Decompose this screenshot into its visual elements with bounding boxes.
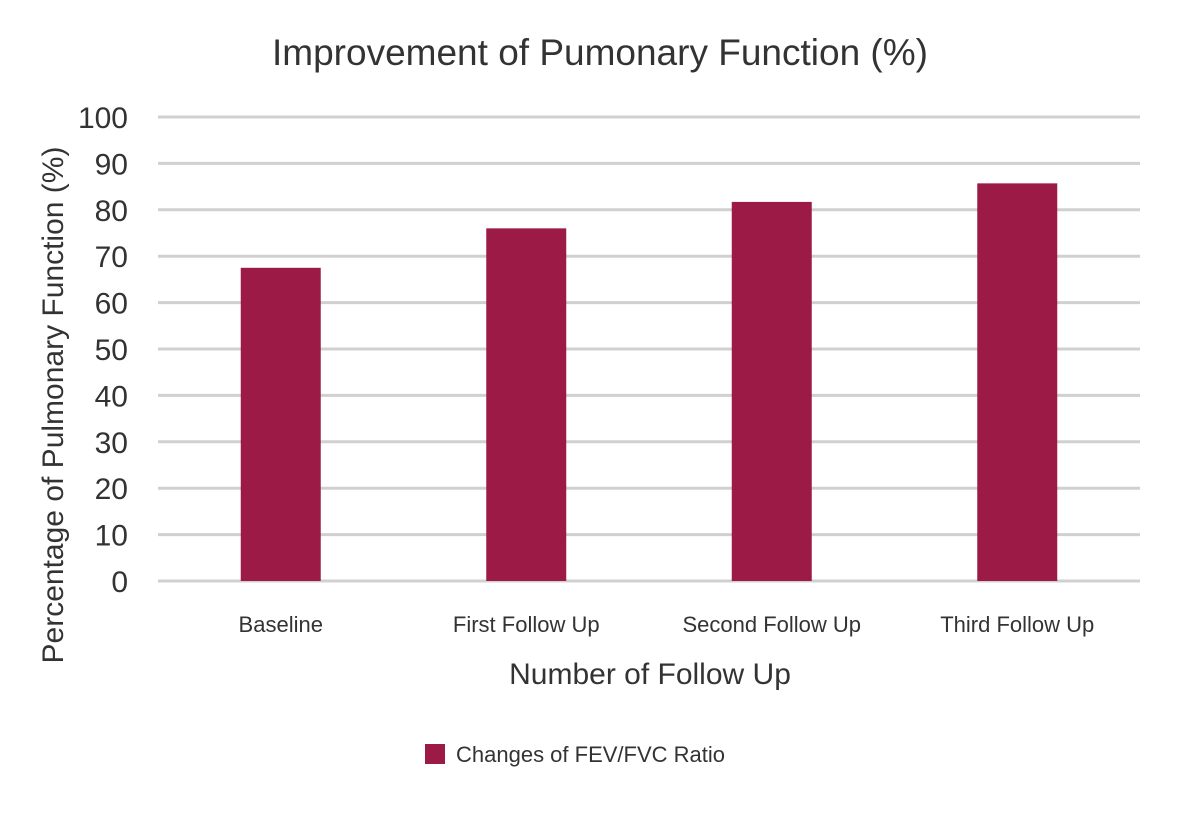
- y-tick-label: 70: [95, 241, 128, 274]
- y-tick-label: 0: [111, 566, 128, 599]
- y-axis-ticks: 0 10 20 30 40 50 60 70 80 90 100: [78, 102, 128, 599]
- bar: [240, 267, 321, 581]
- legend-label: Changes of FEV/FVC Ratio: [456, 742, 725, 767]
- y-tick-label: 50: [95, 334, 128, 367]
- bar: [977, 183, 1058, 582]
- y-tick-label: 20: [95, 473, 128, 506]
- chart-title: Improvement of Pumonary Function (%): [272, 32, 928, 73]
- bar: [731, 201, 812, 582]
- y-tick-label: 40: [95, 380, 128, 413]
- legend-swatch: [425, 744, 445, 764]
- x-axis-label: Number of Follow Up: [509, 658, 791, 691]
- x-axis-ticks: Baseline First Follow Up Second Follow Up T…: [239, 612, 1095, 637]
- x-tick-label: Third Follow Up: [940, 612, 1094, 637]
- y-tick-label: 30: [95, 427, 128, 460]
- x-tick-label: Baseline: [239, 612, 323, 637]
- x-tick-label: Second Follow Up: [682, 612, 861, 637]
- y-tick-label: 90: [95, 148, 128, 181]
- y-tick-label: 60: [95, 288, 128, 321]
- y-axis-label: Percentage of Pulmonary Function (%): [37, 147, 70, 664]
- legend: Changes of FEV/FVC Ratio: [425, 742, 725, 767]
- x-tick-label: First Follow Up: [453, 612, 600, 637]
- bars: [240, 183, 1058, 582]
- y-tick-label: 10: [95, 520, 128, 553]
- y-tick-label: 80: [95, 195, 128, 228]
- gridlines: [158, 115, 1140, 583]
- bar: [486, 228, 567, 582]
- y-tick-label: 100: [78, 102, 128, 135]
